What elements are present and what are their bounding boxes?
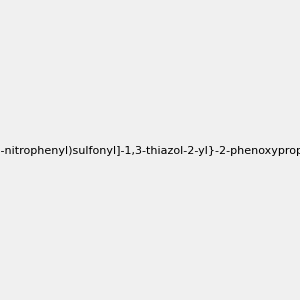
Text: N-{5-[(4-nitrophenyl)sulfonyl]-1,3-thiazol-2-yl}-2-phenoxypropanamide: N-{5-[(4-nitrophenyl)sulfonyl]-1,3-thiaz…: [0, 146, 300, 157]
